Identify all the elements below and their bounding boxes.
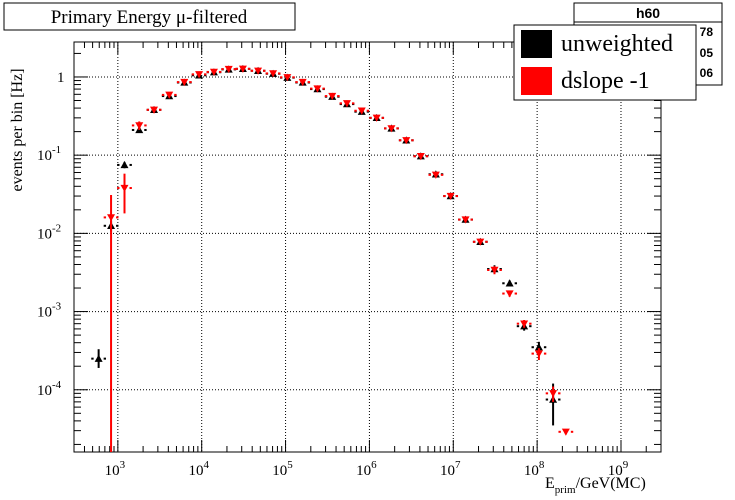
data-point [180, 78, 189, 87]
data-point [195, 71, 204, 79]
data-point [520, 320, 529, 328]
x-tick-label-exponent: 6 [371, 459, 377, 471]
legend-label-unweighted: unweighted [561, 31, 673, 57]
x-tick-label-exponent: 8 [539, 459, 545, 471]
y-tick-label-exponent: -1 [52, 144, 61, 156]
y-axis-label: events per bin [Hz] [9, 68, 26, 191]
x-axis-label-tail: /GeV(MC) [576, 475, 646, 492]
data-point [313, 85, 322, 93]
legend: unweighted dslope -1 [513, 24, 697, 101]
x-tick-label-base: 10 [524, 463, 539, 479]
data-point [446, 192, 455, 201]
data-point [224, 65, 233, 74]
series-dslope [103, 65, 574, 452]
y-tick-label: 1 [57, 70, 65, 86]
x-axis-label-subscript: prim [555, 484, 576, 496]
x-tick-label-base: 10 [272, 463, 287, 479]
data-point [342, 100, 351, 108]
x-tick-label: 105 [272, 459, 293, 479]
x-tick-label: 109 [608, 459, 629, 479]
x-tick-label: 107 [440, 459, 461, 479]
data-point [505, 290, 514, 298]
data-point [120, 184, 129, 193]
y-tick-label-base: 1 [57, 70, 65, 86]
x-axis-label: Eprim/GeV(MC) [545, 475, 646, 496]
y-tick-label: 10-3 [37, 301, 62, 321]
x-tick-label-exponent: 9 [623, 459, 629, 471]
legend-label-dslope: dslope -1 [561, 68, 650, 94]
data-point [476, 238, 485, 246]
y-tick-label-base: 10 [37, 383, 52, 399]
series-layer [91, 64, 574, 452]
x-tick-label-base: 10 [188, 463, 203, 479]
x-tick-label-exponent: 5 [287, 459, 293, 471]
data-point [431, 171, 440, 179]
data-point [402, 137, 411, 145]
data-point [298, 78, 307, 87]
data-point [534, 343, 543, 351]
y-tick-label-exponent: -3 [52, 301, 62, 313]
x-tick-label-base: 10 [440, 463, 455, 479]
data-point [165, 91, 174, 99]
x-tick-label-exponent: 7 [455, 459, 461, 471]
y-tick-label-exponent: -4 [52, 379, 62, 391]
data-point [107, 214, 116, 222]
data-point [94, 354, 103, 362]
stats-box-title: h60 [636, 5, 660, 21]
x-tick-label: 103 [105, 459, 126, 479]
x-tick-label-base: 10 [105, 463, 120, 479]
y-tick-label: 10-1 [37, 144, 61, 164]
y-tick-label-base: 10 [37, 305, 52, 321]
stats-row-2: 05 [700, 46, 714, 60]
y-tick-label: 10-4 [37, 379, 62, 399]
x-tick-label: 104 [188, 459, 209, 479]
chart-title: Primary Energy μ-filtered [51, 7, 248, 28]
stats-row-1: 78 [700, 25, 714, 39]
data-point [561, 428, 570, 436]
x-tick-label-exponent: 3 [120, 459, 126, 471]
data-point [150, 106, 159, 114]
x-tick-label-exponent: 4 [203, 459, 209, 471]
data-point [209, 68, 218, 76]
data-point [238, 65, 247, 73]
legend-swatch-unweighted [521, 30, 552, 58]
stats-row-3: 06 [700, 66, 714, 80]
x-axis-label-main: E [545, 475, 555, 492]
data-point [416, 153, 425, 161]
data-point [387, 125, 396, 133]
data-point [549, 390, 558, 398]
data-point [135, 122, 144, 130]
data-point [328, 92, 337, 101]
data-point [372, 114, 381, 122]
y-tick-label-base: 10 [37, 226, 52, 242]
x-tick-label: 106 [356, 459, 377, 479]
title-box [3, 2, 296, 31]
y-tick-label-exponent: -2 [52, 222, 61, 234]
data-point [269, 70, 278, 78]
data-point [461, 216, 470, 224]
data-point [534, 350, 543, 358]
x-tick-label-base: 10 [356, 463, 371, 479]
data-point [120, 160, 129, 169]
data-point [490, 266, 499, 275]
legend-swatch-dslope [521, 67, 552, 95]
data-point [283, 74, 292, 82]
data-point [254, 67, 263, 75]
data-point [357, 107, 366, 115]
x-tick-label: 108 [524, 459, 545, 479]
data-point [505, 279, 514, 287]
y-tick-label-base: 10 [37, 148, 52, 164]
x-tick-label-base: 10 [608, 463, 623, 479]
y-tick-label: 10-2 [37, 222, 61, 242]
plot-frame [73, 41, 662, 453]
